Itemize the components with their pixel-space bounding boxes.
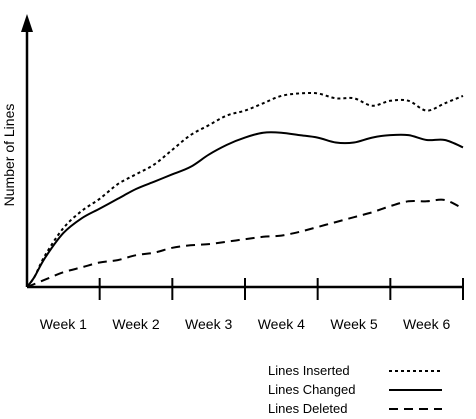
x-ticks [98, 278, 464, 300]
x-tick-label: Week 3 [185, 316, 232, 332]
legend-label: Lines Deleted [268, 401, 348, 416]
legend: Lines Inserted Lines Changed Lines Deleted [268, 363, 442, 416]
y-axis-label: Number of Lines [1, 104, 17, 207]
x-tick-label: Week 4 [258, 316, 305, 332]
y-axis-arrow [21, 14, 33, 32]
legend-label: Lines Changed [268, 382, 355, 397]
x-tick-labels: Week 1 Week 2 Week 3 Week 4 Week 5 Week 6 [40, 316, 451, 332]
series-line-lines-changed [26, 131, 464, 288]
axes [21, 14, 463, 289]
legend-label: Lines Inserted [268, 363, 350, 378]
x-tick-label: Week 6 [403, 316, 450, 332]
x-tick-label: Week 5 [330, 316, 377, 332]
series-line-lines-deleted [26, 198, 464, 288]
x-tick-label: Week 1 [40, 316, 87, 332]
x-tick-label: Week 2 [112, 316, 159, 332]
series-line-lines-inserted [26, 91, 464, 288]
series-group [26, 91, 464, 288]
